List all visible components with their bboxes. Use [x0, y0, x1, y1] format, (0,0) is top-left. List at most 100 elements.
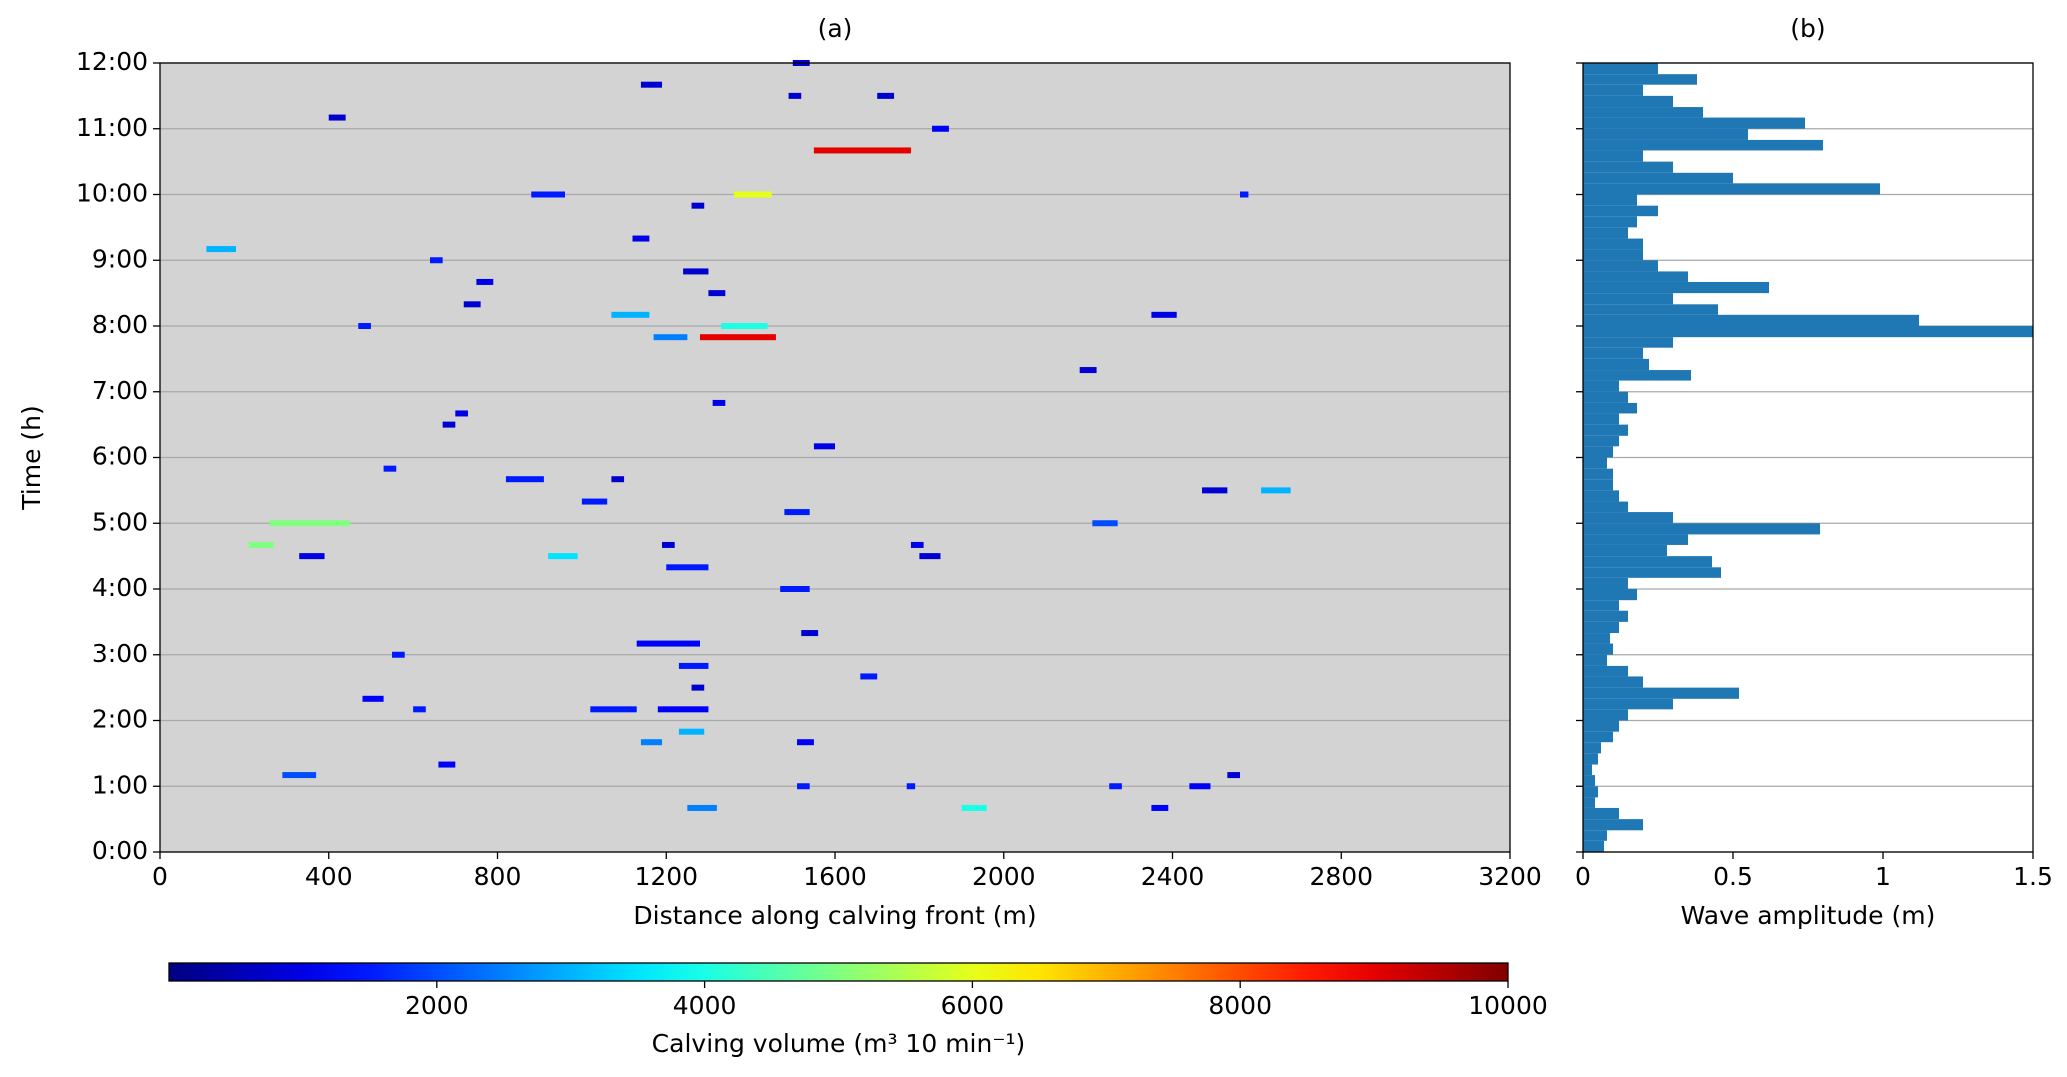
calving-event: [463, 301, 481, 308]
amplitude-bar: [1583, 150, 1643, 162]
x-tick-label: 800: [474, 862, 522, 891]
x-tick-label: 0.5: [1713, 862, 1753, 891]
x-tick-label: 2000: [972, 862, 1036, 891]
y-tick-label: 4:00: [92, 573, 148, 602]
calving-event: [383, 465, 397, 472]
amplitude-bar: [1583, 807, 1619, 820]
calving-event: [269, 520, 350, 527]
x-axis-title: Wave amplitude (m): [1681, 901, 1936, 930]
calving-event: [531, 191, 565, 198]
amplitude-bar: [1583, 753, 1598, 765]
amplitude-bar: [1583, 742, 1601, 754]
amplitude-bar: [1583, 402, 1637, 414]
amplitude-bar: [1583, 84, 1643, 96]
calving-event: [1261, 487, 1291, 494]
y-tick-label: 6:00: [92, 442, 148, 471]
amplitude-bar: [1583, 687, 1739, 699]
calving-event: [678, 728, 705, 735]
y-tick-label: 11:00: [76, 113, 148, 142]
amplitude-bar: [1583, 435, 1619, 447]
calving-event: [640, 739, 663, 746]
amplitude-bar: [1583, 370, 1691, 381]
calving-event: [206, 246, 236, 253]
amplitude-bar: [1583, 512, 1673, 524]
calving-event: [640, 81, 663, 88]
x-tick-label: 1600: [803, 862, 867, 891]
amplitude-bar: [1583, 183, 1880, 195]
amplitude-bar: [1583, 819, 1643, 831]
calving-event: [733, 191, 772, 198]
calving-event: [919, 553, 941, 560]
amplitude-bar: [1583, 633, 1610, 644]
calving-event: [662, 541, 675, 548]
amplitude-bar: [1583, 271, 1688, 282]
calving-event: [1109, 783, 1122, 790]
calving-event: [455, 410, 468, 417]
amplitude-bar: [1583, 523, 1820, 535]
amplitude-bar: [1583, 107, 1703, 118]
calving-event: [721, 323, 768, 329]
calving-event: [691, 684, 705, 691]
amplitude-bar: [1583, 293, 1673, 305]
amplitude-bar: [1583, 577, 1628, 589]
colorbar-label: Calving volume (m³ 10 min⁻¹): [652, 1029, 1026, 1058]
panel-title: (a): [818, 14, 853, 43]
plot-frame: [1582, 62, 2034, 853]
amplitude-bar: [1583, 249, 1643, 261]
calving-event: [683, 268, 709, 275]
y-axis-title: Time (h): [17, 405, 46, 510]
amplitude-bar: [1583, 95, 1673, 108]
amplitude-bar: [1583, 391, 1628, 403]
x-tick-label: 2400: [1141, 862, 1205, 891]
amplitude-bar: [1583, 205, 1658, 217]
calving-event: [700, 334, 776, 341]
amplitude-bar: [1583, 654, 1607, 666]
amplitude-bar: [1583, 610, 1628, 622]
amplitude-bar: [1583, 337, 1673, 348]
amplitude-bar: [1583, 314, 1919, 326]
amplitude-bar: [1583, 709, 1628, 721]
calving-event: [611, 476, 625, 483]
amplitude-bar: [1583, 479, 1613, 491]
amplitude-bar: [1583, 161, 1673, 173]
calving-event: [678, 662, 709, 669]
calving-event: [657, 706, 709, 713]
calving-event: [666, 564, 709, 571]
plot-frame: [159, 62, 1511, 853]
calving-event: [392, 651, 405, 658]
amplitude-bar: [1583, 589, 1637, 601]
x-tick-label: 1: [1875, 862, 1891, 891]
calving-event: [548, 553, 578, 560]
y-tick-label: 2:00: [92, 705, 148, 734]
amplitude-bar: [1583, 172, 1733, 184]
amplitude-bar: [1583, 665, 1628, 677]
amplitude-bar: [1583, 490, 1619, 502]
panel-title: (b): [1790, 14, 1825, 43]
calving-event: [691, 202, 705, 209]
calving-event: [653, 334, 688, 341]
colorbar: [168, 962, 1509, 982]
x-tick-label: 0: [1575, 862, 1591, 891]
x-axis-title: Distance along calving front (m): [633, 901, 1036, 930]
amplitude-bar: [1583, 128, 1748, 140]
y-tick-label: 9:00: [92, 244, 148, 273]
calving-event: [797, 783, 810, 790]
calving-event: [961, 804, 987, 811]
amplitude-bar: [1583, 786, 1598, 798]
y-tick-label: 12:00: [76, 47, 148, 76]
calving-event: [780, 586, 810, 592]
calving-event: [442, 421, 456, 428]
calving-event: [1151, 311, 1177, 318]
calving-event: [813, 443, 835, 450]
amplitude-bar: [1583, 698, 1673, 710]
amplitude-bar: [1583, 446, 1613, 458]
amplitude-bar: [1583, 347, 1643, 359]
calving-event: [505, 476, 544, 483]
calving-event: [1202, 487, 1228, 494]
calving-event: [1092, 520, 1118, 527]
x-tick-label: 400: [305, 862, 353, 891]
calving-event: [328, 114, 346, 121]
amplitude-bar: [1583, 216, 1637, 228]
amplitude-bar: [1583, 544, 1667, 557]
x-tick-label: 0: [152, 862, 168, 891]
